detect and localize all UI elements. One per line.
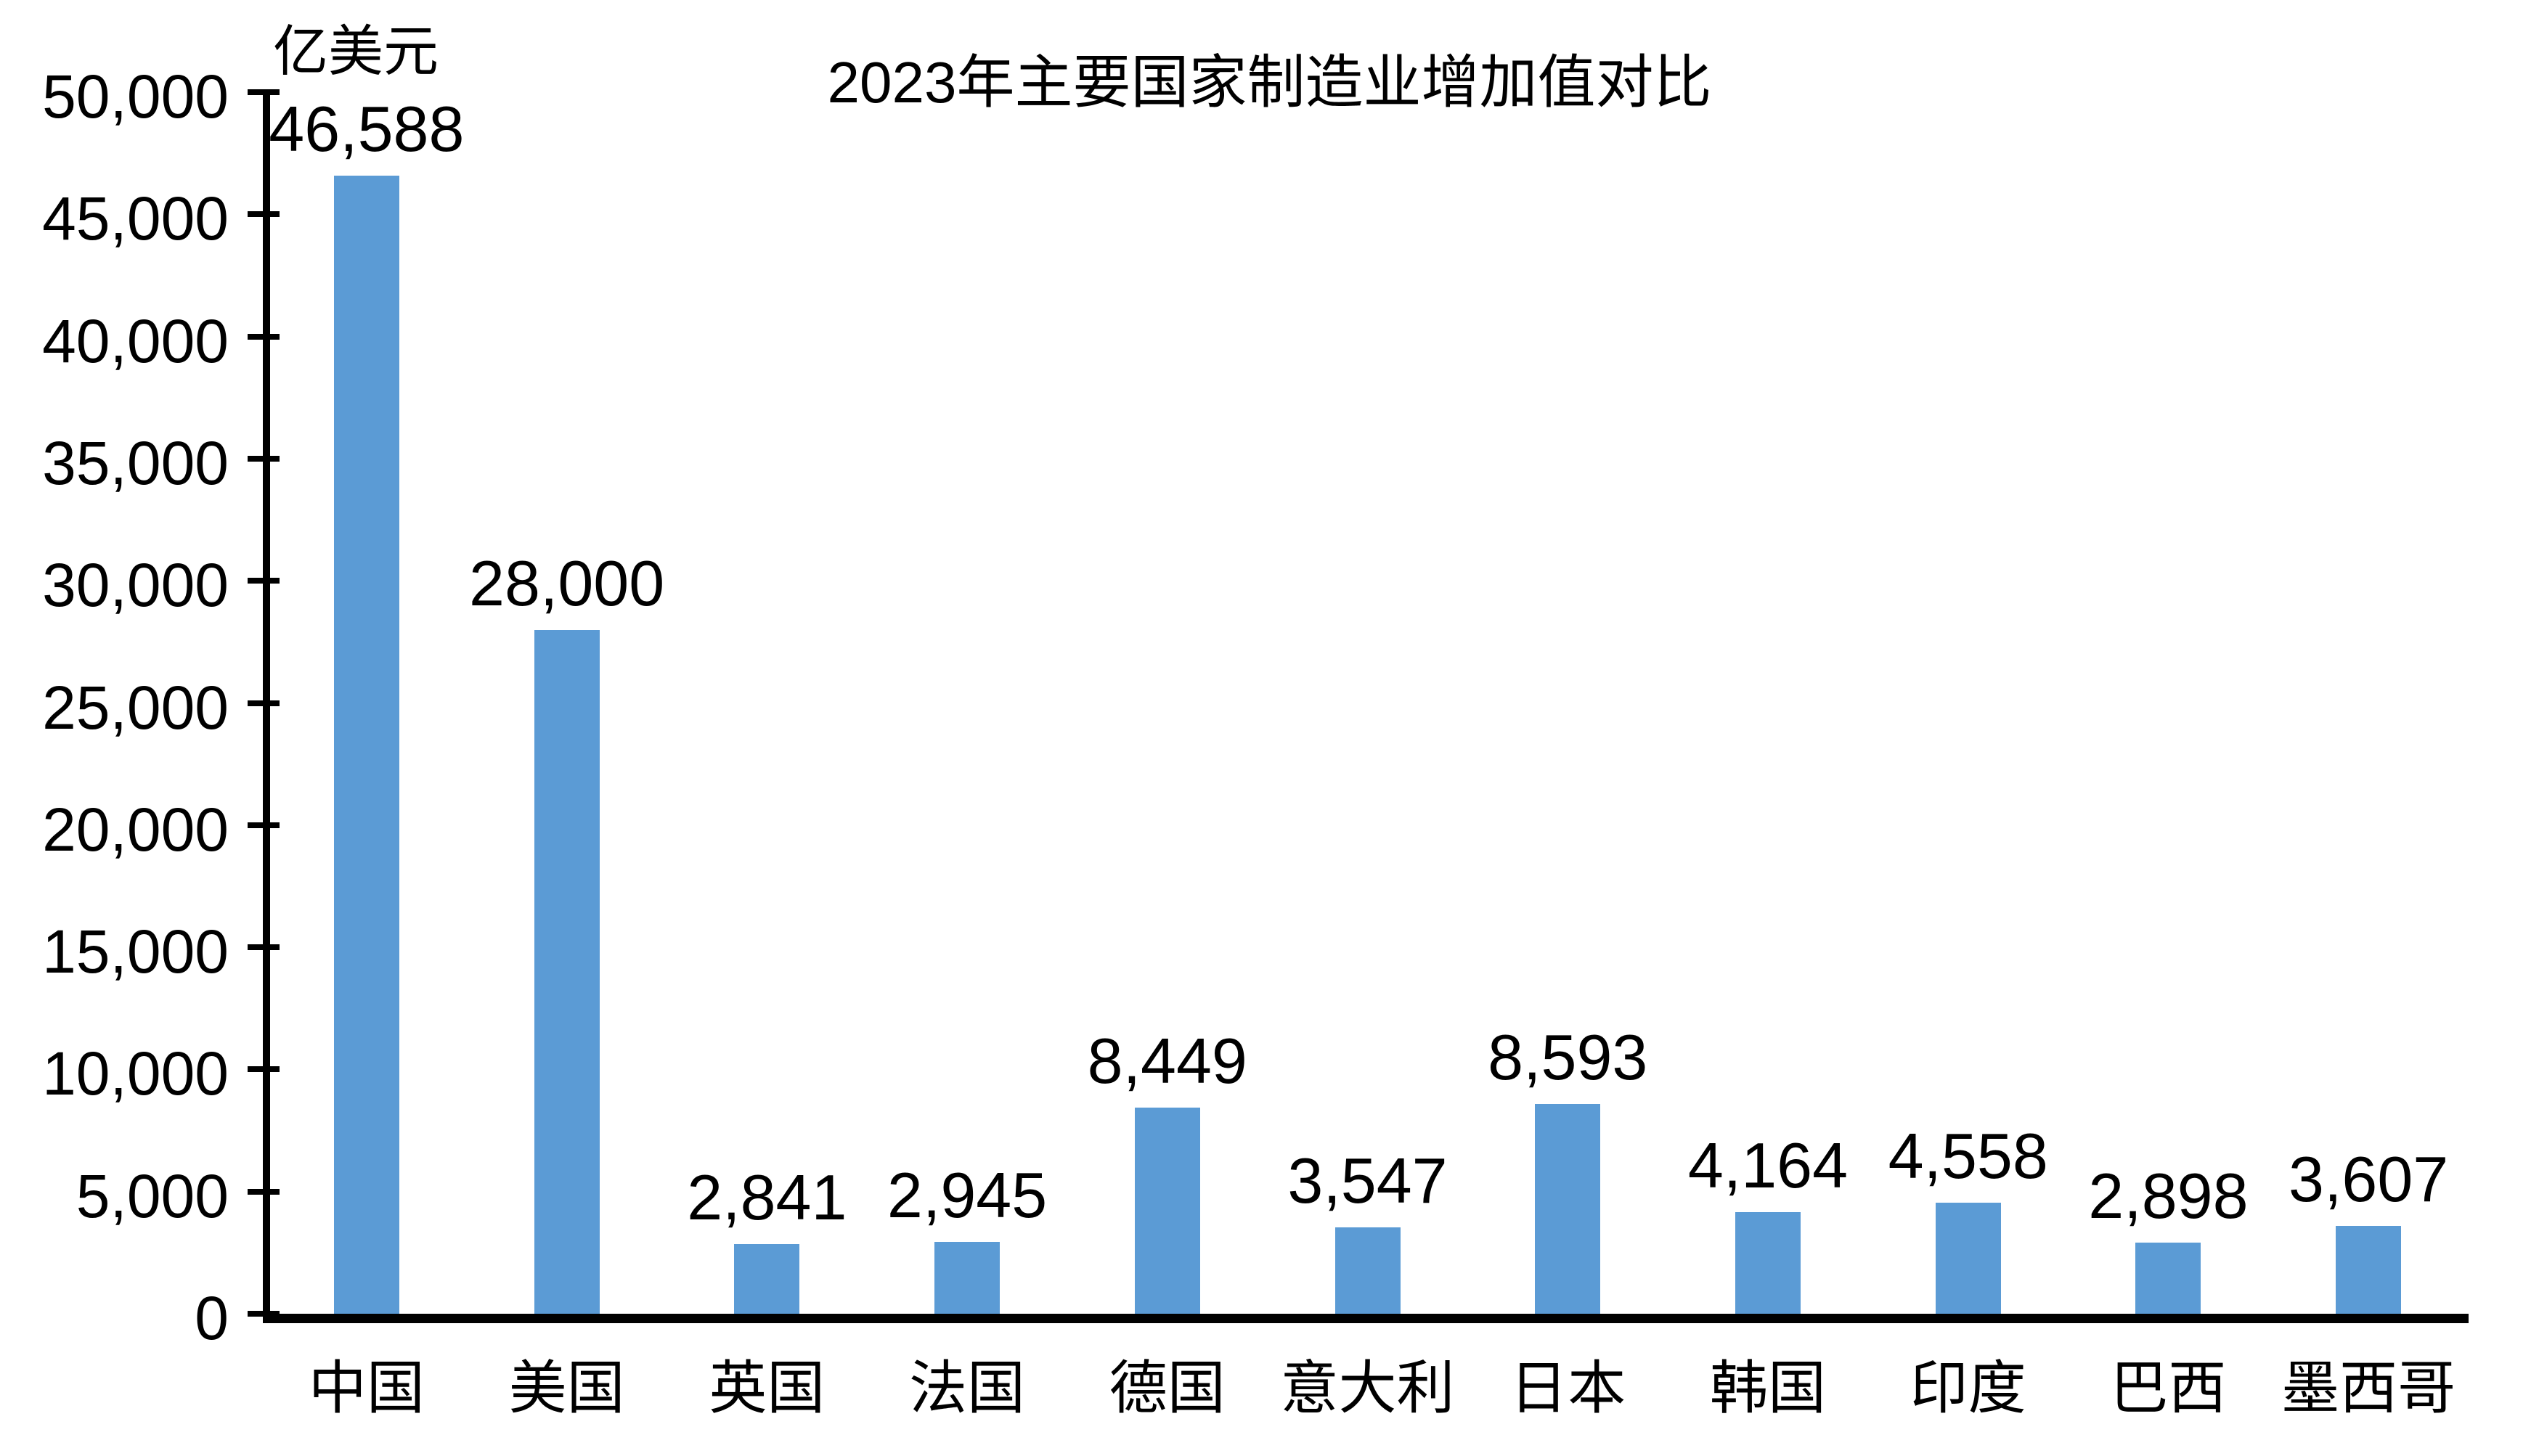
- y-tick-label: 20,000: [42, 795, 229, 864]
- y-tick-label: 0: [195, 1284, 229, 1352]
- y-axis-unit-label: 亿美元: [273, 22, 439, 83]
- x-category-label: 意大利: [1280, 1357, 1455, 1421]
- bar-0: [333, 175, 399, 1314]
- y-tick-mark: [248, 1311, 280, 1317]
- bar-value-label: 8,449: [1087, 1024, 1247, 1097]
- y-tick-mark: [248, 944, 280, 951]
- y-tick-label: 35,000: [42, 428, 229, 497]
- bar-value-label: 4,164: [1687, 1129, 1849, 1201]
- bar-3: [934, 1241, 1000, 1314]
- bar-4: [1134, 1107, 1200, 1314]
- y-tick-mark: [248, 822, 280, 828]
- bar-value-label: 3,547: [1287, 1144, 1448, 1216]
- x-category-label: 印度: [1910, 1357, 2026, 1421]
- y-tick-label: 30,000: [42, 551, 229, 620]
- x-category-label: 法国: [909, 1357, 1026, 1421]
- y-tick-label: 25,000: [42, 673, 229, 742]
- x-category-label: 美国: [508, 1357, 625, 1421]
- y-tick-label: 5,000: [76, 1161, 229, 1230]
- x-category-label: 德国: [1109, 1357, 1226, 1421]
- x-category-label: 韩国: [1709, 1357, 1826, 1421]
- bar-8: [1935, 1202, 2001, 1314]
- y-tick-mark: [248, 333, 280, 340]
- bar-value-label: 2,898: [2088, 1160, 2249, 1232]
- y-tick-mark: [248, 455, 280, 462]
- y-tick-mark: [248, 700, 280, 706]
- bar-value-label: 3,607: [2289, 1142, 2449, 1215]
- x-category-label: 墨西哥: [2281, 1357, 2456, 1421]
- bar-value-label: 8,593: [1488, 1021, 1648, 1093]
- y-tick-mark: [248, 578, 280, 584]
- bar-value-label: 2,841: [687, 1161, 847, 1234]
- bar-5: [1334, 1227, 1401, 1314]
- y-tick-label: 45,000: [42, 184, 229, 253]
- x-category-label: 中国: [308, 1357, 425, 1421]
- bar-value-label: 4,558: [1888, 1119, 2048, 1192]
- x-axis-line: [263, 1314, 2469, 1323]
- y-tick-mark: [248, 1066, 280, 1073]
- bar-6: [1535, 1103, 1601, 1314]
- x-category-label: 巴西: [2110, 1357, 2227, 1421]
- y-axis-line: [263, 91, 270, 1322]
- bar-7: [1735, 1211, 1801, 1314]
- bar-1: [534, 629, 600, 1314]
- y-tick-label: 10,000: [42, 1039, 229, 1108]
- bar-9: [2135, 1243, 2201, 1314]
- bar-value-label: 2,945: [887, 1158, 1048, 1231]
- x-category-label: 日本: [1509, 1357, 1626, 1421]
- bar-value-label: 28,000: [469, 547, 665, 619]
- y-tick-label: 50,000: [42, 62, 229, 131]
- y-tick-mark: [248, 211, 280, 218]
- y-tick-label: 40,000: [42, 306, 229, 375]
- chart-title: 2023年主要国家制造业增加值对比: [827, 50, 1712, 115]
- bar-2: [734, 1244, 800, 1314]
- y-tick-mark: [248, 89, 280, 95]
- x-category-label: 英国: [709, 1357, 826, 1421]
- bar-value-label: 46,588: [269, 92, 465, 165]
- y-tick-mark: [248, 1188, 280, 1195]
- y-tick-label: 15,000: [42, 917, 229, 986]
- bar-10: [2336, 1225, 2402, 1314]
